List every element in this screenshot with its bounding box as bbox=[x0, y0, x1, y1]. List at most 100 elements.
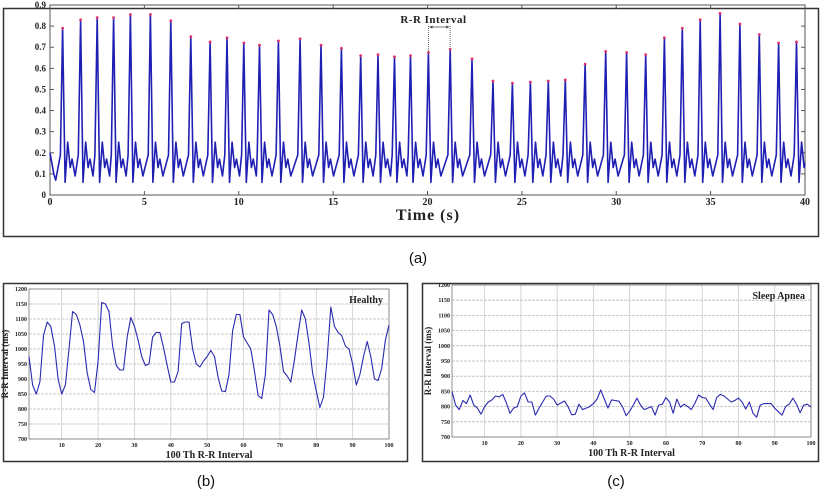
x-tick-label: 80 bbox=[313, 443, 319, 449]
peak-marker bbox=[189, 35, 193, 39]
y-tick-label: 750 bbox=[18, 422, 27, 428]
x-tick-label: 30 bbox=[131, 443, 137, 449]
chart-title: Healthy bbox=[349, 295, 383, 306]
x-axis-label: Time (s) bbox=[396, 207, 460, 224]
x-tick-label: 60 bbox=[663, 441, 669, 447]
y-tick-label: 0.7 bbox=[35, 42, 47, 52]
y-axis-label: R-R Interval (ms) bbox=[0, 330, 10, 398]
peak-marker bbox=[61, 26, 65, 30]
peak-marker bbox=[129, 13, 132, 16]
y-tick-label: 800 bbox=[18, 407, 27, 413]
y-tick-label: 1000 bbox=[15, 347, 27, 353]
y-axis-label: R-R Interval (ms) bbox=[423, 327, 433, 395]
peak-marker bbox=[258, 43, 261, 47]
rr-interval-line bbox=[28, 301, 390, 409]
peak-marker bbox=[298, 37, 302, 41]
x-tick-label: 100 bbox=[385, 443, 394, 449]
panel-a-frame bbox=[2, 7, 820, 238]
y-tick-label: 0.8 bbox=[35, 21, 47, 31]
peak-marker bbox=[644, 53, 648, 57]
peak-marker bbox=[409, 54, 412, 58]
y-tick-label: 1050 bbox=[15, 332, 27, 338]
x-tick-label: 30 bbox=[554, 441, 560, 447]
peak-marker bbox=[491, 79, 495, 83]
pulse-trace-line bbox=[49, 12, 806, 184]
y-tick-label: 700 bbox=[18, 437, 27, 443]
x-tick-label: 50 bbox=[204, 443, 210, 449]
peak-marker bbox=[242, 41, 246, 45]
x-tick-label: 10 bbox=[234, 197, 244, 208]
x-tick-label: 10 bbox=[59, 443, 65, 449]
x-tick-label: 40 bbox=[590, 441, 596, 447]
x-tick-label: 80 bbox=[735, 441, 741, 447]
y-tick-label: 0.5 bbox=[35, 84, 47, 94]
peak-marker bbox=[79, 18, 82, 22]
peak-marker bbox=[546, 79, 550, 83]
y-tick-label: 850 bbox=[441, 389, 450, 395]
x-tick-label: 20 bbox=[95, 443, 101, 449]
peak-marker bbox=[757, 33, 761, 36]
caption-c: (c) bbox=[607, 473, 625, 490]
x-tick-label: 20 bbox=[518, 441, 524, 447]
chart-b-healthy: 10 20 30 40 50 60 70 80 90 100 700 750 800 850 900 950 1… bbox=[0, 287, 394, 461]
y-tick-label: 1100 bbox=[15, 317, 27, 323]
x-tick-label: 15 bbox=[328, 197, 338, 208]
y-tick-label: 750 bbox=[441, 420, 450, 426]
y-tick-label: 1050 bbox=[438, 329, 450, 335]
y-tick-label: 0.6 bbox=[35, 63, 47, 73]
y-tick-label: 0.2 bbox=[35, 148, 47, 158]
plot-area bbox=[28, 288, 390, 440]
x-tick-label: 90 bbox=[772, 441, 778, 447]
y-tick-label: 700 bbox=[441, 435, 450, 441]
x-axis-label: 100 Th R-R Interval bbox=[166, 450, 253, 461]
x-tick-label: 20 bbox=[423, 197, 433, 208]
y-tick-label: 1150 bbox=[438, 298, 450, 304]
peak-marker bbox=[340, 46, 343, 50]
caption-b: (b) bbox=[197, 473, 215, 490]
peak-marker bbox=[208, 40, 212, 44]
peak-marker bbox=[376, 53, 380, 57]
peak-marker bbox=[95, 16, 99, 20]
y-tick-label: 1200 bbox=[438, 283, 450, 289]
x-tick-label: 35 bbox=[706, 197, 716, 208]
y-tick-label: 850 bbox=[18, 392, 27, 398]
caption-a: (a) bbox=[409, 250, 427, 267]
peak-marker bbox=[149, 13, 152, 16]
y-tick-label: 950 bbox=[18, 362, 27, 368]
peak-marker bbox=[169, 19, 173, 23]
x-tick-label: 10 bbox=[482, 441, 488, 447]
peak-marker bbox=[528, 80, 532, 84]
y-tick-label: 1150 bbox=[15, 302, 27, 308]
rr-interval-line bbox=[451, 389, 812, 418]
x-tick-label: 25 bbox=[517, 197, 527, 208]
y-tick-label: 1200 bbox=[15, 287, 27, 293]
y-tick-label: 900 bbox=[441, 374, 450, 380]
peak-marker bbox=[393, 55, 396, 59]
x-tick-label: 90 bbox=[350, 443, 356, 449]
chart-title: Sleep Apnea bbox=[752, 291, 805, 302]
peak-marker bbox=[276, 39, 280, 43]
peak-marker bbox=[625, 51, 629, 54]
x-tick-label: 5 bbox=[142, 197, 147, 208]
y-tick-label: 0 bbox=[42, 190, 47, 200]
y-tick-label: 0.9 bbox=[35, 0, 47, 10]
y-tick-label: 950 bbox=[441, 359, 450, 365]
peak-marker bbox=[448, 47, 452, 51]
x-tick-label: 40 bbox=[800, 197, 810, 208]
x-tick-label: 30 bbox=[611, 197, 621, 208]
peak-marker bbox=[698, 18, 702, 22]
y-tick-label: 1100 bbox=[438, 313, 450, 319]
x-tick-label: 70 bbox=[277, 443, 283, 449]
peak-marker bbox=[718, 12, 722, 15]
chart-c-sleep-apnea: 10 20 30 40 50 60 70 80 90 100 700 750 800 850 900 950 1… bbox=[423, 283, 816, 459]
peak-marker bbox=[795, 40, 798, 44]
peak-marker bbox=[319, 43, 323, 47]
peak-marker bbox=[680, 26, 684, 30]
panel-c-frame bbox=[421, 282, 820, 463]
y-tick-label: 0.3 bbox=[35, 127, 47, 137]
peak-marker bbox=[583, 62, 587, 66]
y-tick-label: 0.4 bbox=[35, 106, 47, 116]
peak-marker bbox=[777, 41, 780, 45]
y-tick-label: 900 bbox=[18, 377, 27, 383]
